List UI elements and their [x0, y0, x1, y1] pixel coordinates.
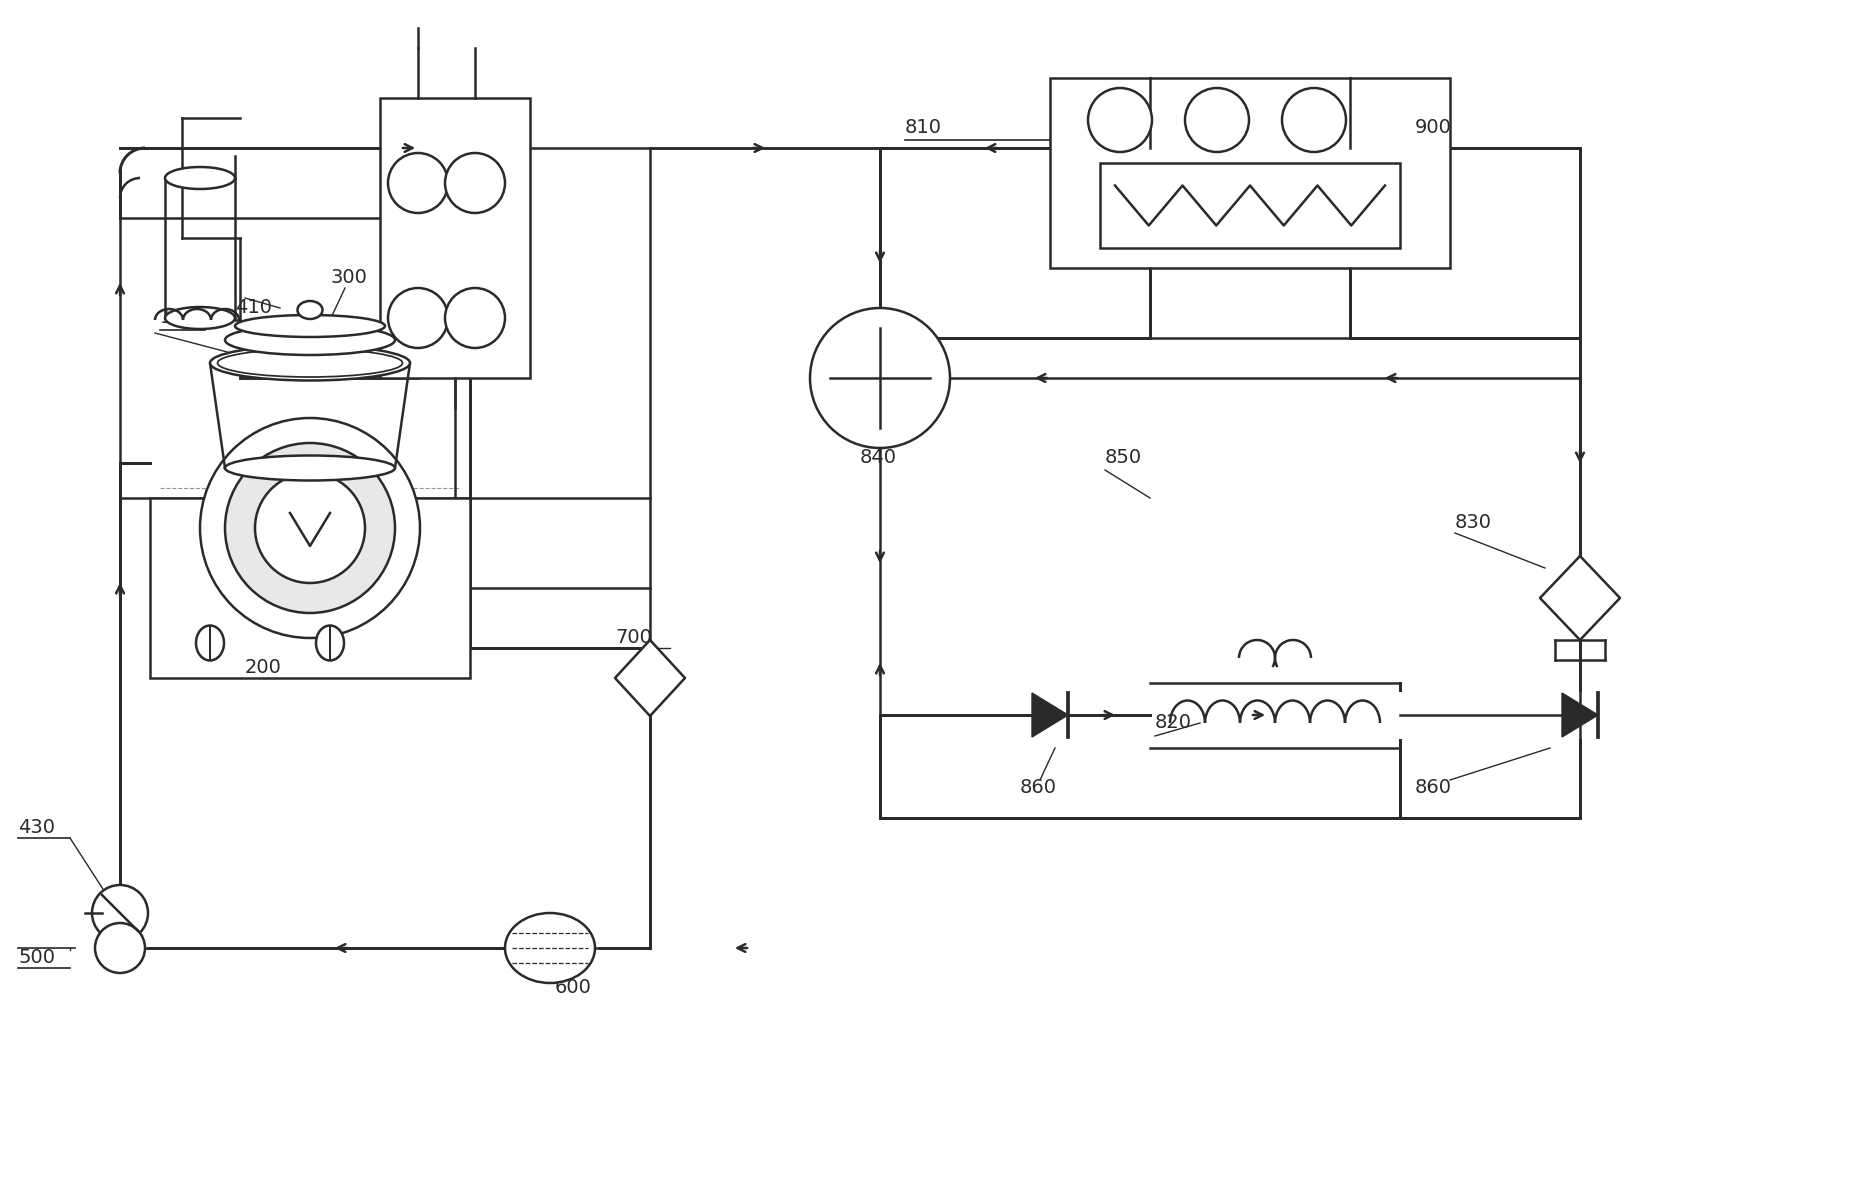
- Bar: [150, 498, 471, 678]
- Ellipse shape: [195, 625, 223, 660]
- Circle shape: [1088, 87, 1152, 152]
- Text: 820: 820: [1156, 713, 1191, 732]
- Text: 100: 100: [159, 308, 197, 327]
- Ellipse shape: [165, 307, 234, 329]
- Bar: [1051, 78, 1450, 268]
- Text: 430: 430: [19, 818, 54, 837]
- Text: 850: 850: [1105, 448, 1142, 467]
- Ellipse shape: [315, 625, 343, 660]
- Circle shape: [445, 288, 505, 347]
- Circle shape: [388, 153, 448, 213]
- Ellipse shape: [210, 345, 411, 381]
- Ellipse shape: [234, 315, 385, 337]
- Bar: [1099, 163, 1399, 248]
- Circle shape: [96, 922, 144, 973]
- Text: 410: 410: [234, 298, 272, 317]
- Circle shape: [225, 443, 396, 613]
- Text: 500: 500: [19, 948, 54, 967]
- Circle shape: [1281, 87, 1345, 152]
- Bar: [381, 98, 531, 379]
- Polygon shape: [1032, 692, 1067, 737]
- Circle shape: [388, 288, 448, 347]
- Circle shape: [445, 153, 505, 213]
- Ellipse shape: [298, 301, 323, 319]
- Polygon shape: [1563, 692, 1598, 737]
- Circle shape: [255, 473, 366, 583]
- Ellipse shape: [225, 455, 396, 480]
- Ellipse shape: [165, 167, 234, 189]
- Circle shape: [92, 885, 148, 940]
- Text: 830: 830: [1456, 513, 1491, 532]
- Circle shape: [1186, 87, 1249, 152]
- Polygon shape: [1540, 556, 1621, 640]
- Text: 600: 600: [555, 978, 591, 997]
- Circle shape: [810, 308, 949, 448]
- Text: 840: 840: [859, 448, 897, 467]
- Ellipse shape: [505, 913, 595, 984]
- Ellipse shape: [225, 325, 396, 355]
- Circle shape: [201, 418, 420, 639]
- Text: 860: 860: [1021, 778, 1056, 797]
- Text: 700: 700: [615, 628, 651, 647]
- Text: 300: 300: [330, 268, 368, 288]
- Text: 900: 900: [1415, 117, 1452, 137]
- Text: 200: 200: [246, 658, 281, 677]
- Text: 810: 810: [904, 117, 942, 137]
- Text: 860: 860: [1415, 778, 1452, 797]
- Text: 420: 420: [456, 317, 492, 337]
- Polygon shape: [615, 640, 685, 716]
